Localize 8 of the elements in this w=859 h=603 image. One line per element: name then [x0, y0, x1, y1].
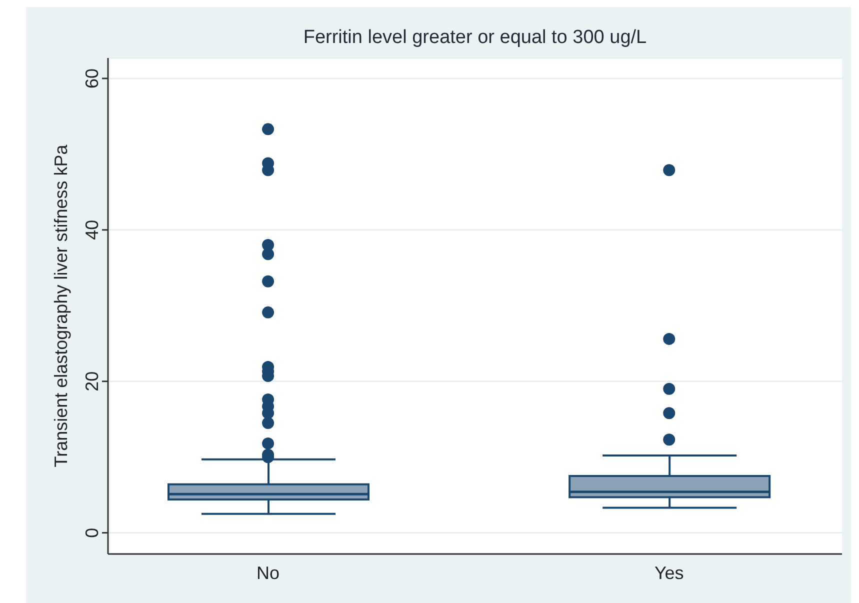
y-axis-title: Transient elastography liver stifness kPa — [51, 144, 71, 468]
y-tick-label: 0 — [82, 528, 102, 538]
y-tick-label: 40 — [82, 220, 102, 240]
x-tick-label: Yes — [654, 562, 684, 583]
x-tick-label: No — [256, 562, 280, 583]
y-tick-label: 20 — [82, 371, 102, 392]
y-tick-label: 60 — [82, 68, 102, 88]
chart-title: Ferritin level greater or equal to 300 ug/L — [302, 27, 648, 49]
